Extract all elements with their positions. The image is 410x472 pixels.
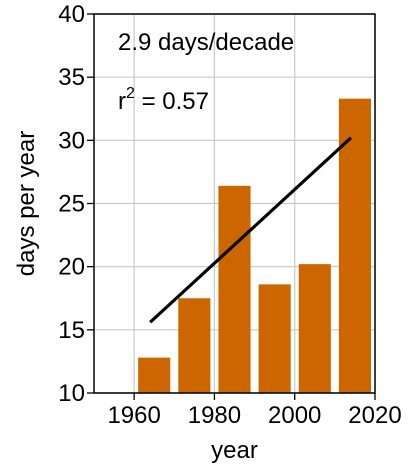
y-tick-label: 15: [58, 317, 85, 344]
y-tick-label: 20: [58, 254, 85, 281]
x-axis-label: year: [211, 437, 258, 464]
bar: [218, 185, 251, 393]
trend-line: [149, 136, 352, 324]
trend-line-group: [149, 136, 352, 324]
r-squared-value: = 0.57: [135, 88, 209, 115]
r-squared-annotation: r2 = 0.57: [118, 85, 209, 115]
bar: [338, 98, 371, 393]
bar: [298, 264, 331, 393]
axis-ticks: 10 15 20 25 30 35 40 1960 1980 2000 2020: [58, 1, 401, 429]
bar: [138, 357, 171, 393]
y-tick-label: 40: [58, 1, 85, 28]
x-tick-label: 1960: [107, 402, 160, 429]
x-tick-label: 2020: [348, 402, 401, 429]
r-squared-symbol: r: [118, 88, 126, 115]
x-tick-label: 2000: [268, 402, 321, 429]
y-axis-label: days per year: [13, 131, 40, 276]
y-tick-label: 35: [58, 64, 85, 91]
y-tick-label: 30: [58, 127, 85, 154]
bar: [258, 284, 291, 393]
y-tick-label: 10: [58, 380, 85, 407]
rate-annotation: 2.9 days/decade: [118, 29, 294, 56]
r-squared-exponent: 2: [126, 85, 135, 102]
bar: [178, 298, 211, 393]
y-tick-label: 25: [58, 191, 85, 218]
bar-series: [138, 98, 371, 393]
x-tick-label: 1980: [188, 402, 241, 429]
